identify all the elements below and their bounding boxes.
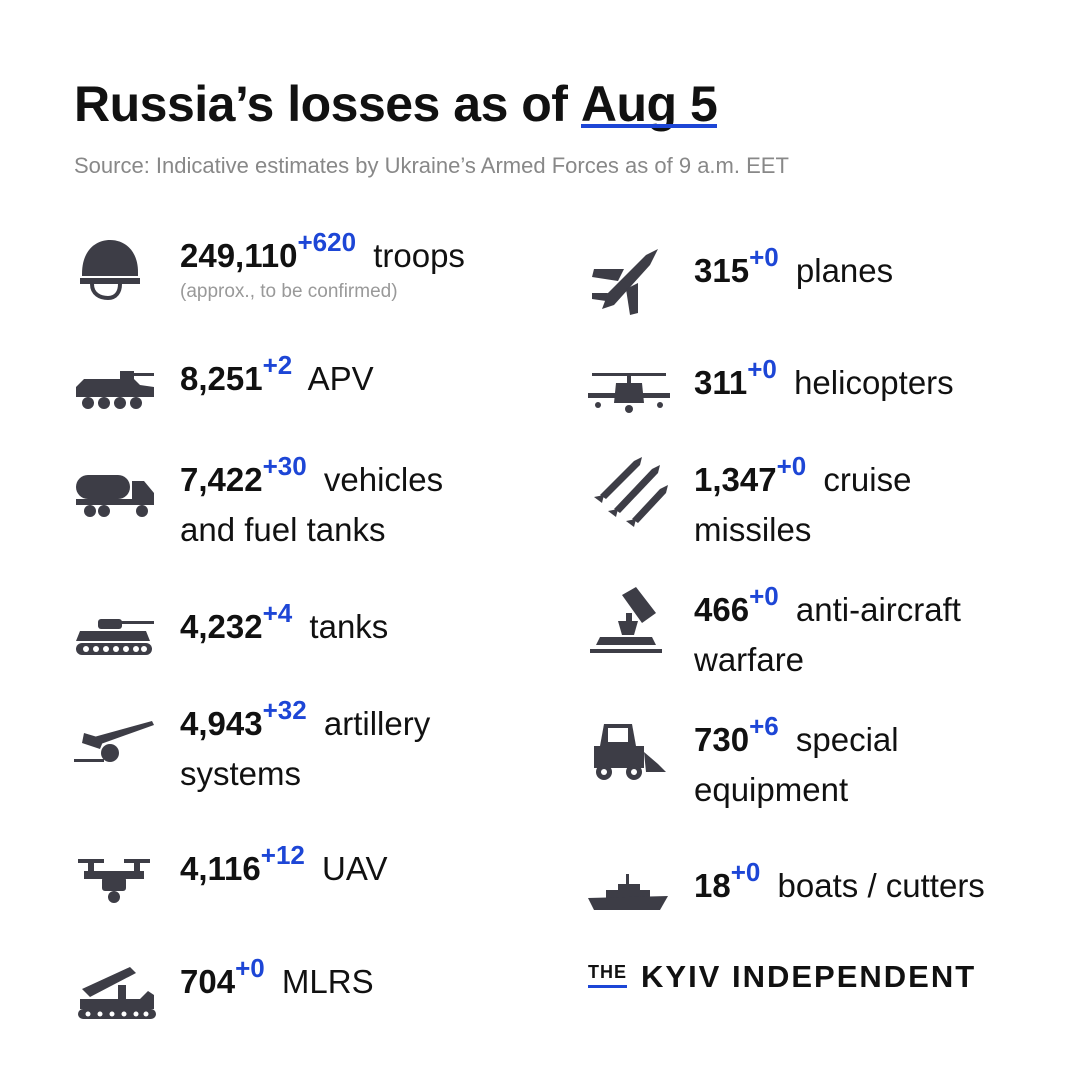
stat-label: artillery [323,705,431,742]
stat-delta: +12 [260,840,305,870]
ship-icon [588,862,670,932]
stat-delta: +0 [749,581,779,611]
stat-label-line2: warfare [694,641,805,678]
missiles-icon [588,456,670,527]
stat-delta: +0 [776,451,807,481]
drone-icon [74,845,156,915]
helmet-icon [74,232,156,302]
stat-label: vehicles [323,461,444,498]
stat-label: boats / cutters [777,867,985,904]
stat-value: 4,943 [180,705,263,742]
anti-aircraft-icon [588,586,670,656]
stat-label: APV [307,360,374,397]
stat-label: UAV [322,850,388,887]
mlrs-icon [74,958,156,1028]
stat-cruise-missiles: 1,347+0 cruise missiles [588,451,912,553]
brand-name: KYIV INDEPENDENT [641,959,977,994]
stat-value: 7,422 [180,461,263,498]
stat-value: 4,232 [180,608,263,645]
stat-troops: 249,110+620 troops (approx., to be confi… [74,227,465,302]
stat-delta: +30 [262,451,307,481]
stat-apv: 8,251+2 APV [74,350,374,425]
apv-icon [74,355,156,425]
stat-delta: +6 [749,711,779,741]
stat-special-equipment: 730+6 special equipment [588,711,899,813]
stat-anti-aircraft: 466+0 anti-aircraft warfare [588,581,961,683]
stat-note: (approx., to be confirmed) [180,281,398,302]
stat-delta: +2 [262,350,293,380]
stat-label: cruise [823,461,912,498]
stat-label-line2: and fuel tanks [180,511,386,548]
stat-value: 8,251 [180,360,263,397]
stat-label-line2: equipment [694,771,849,808]
stat-value: 466 [694,591,750,628]
loader-icon [588,716,670,786]
stat-label: MLRS [281,963,374,1000]
tank-icon [74,603,156,673]
title-main: Russia’s losses as of [74,76,568,132]
stat-label: anti-aircraft [795,591,961,628]
page-title: Russia’s losses as of Aug 5 [74,74,718,134]
stat-vehicles: 7,422+30 vehicles and fuel tanks [74,451,444,553]
stat-delta: +0 [730,857,761,887]
helicopter-icon [588,359,670,429]
stat-value: 730 [694,721,750,758]
title-date: Aug 5 [580,76,718,132]
source-note: Source: Indicative estimates by Ukraine’… [74,153,789,178]
stat-artillery: 4,943+32 artillery systems [74,695,431,797]
stat-value: 4,116 [180,850,261,887]
stat-tanks: 4,232+4 tanks [74,598,389,673]
stat-value: 315 [694,252,750,289]
stat-value: 311 [694,364,748,401]
stat-label-line2: missiles [694,511,812,548]
stat-value: 1,347 [694,461,777,498]
stat-uav: 4,116+12 UAV [74,840,388,915]
stat-label: helicopters [794,364,954,401]
stat-delta: +32 [262,695,307,725]
stat-value: 249,110 [180,237,298,274]
stat-label: tanks [309,608,389,645]
brand-logo: THE KYIV INDEPENDENT [588,960,976,994]
stat-mlrs: 704+0 MLRS [74,953,374,1028]
stat-delta: +0 [747,354,777,384]
stat-delta: +620 [297,227,357,257]
stat-delta: +0 [749,242,779,272]
stat-delta: +4 [262,598,293,628]
stat-value: 704 [180,963,236,1000]
stat-helicopters: 311+0 helicopters [588,354,954,429]
artillery-icon [74,700,156,770]
jet-icon [588,247,670,317]
stat-label: planes [795,252,894,289]
fuel-truck-icon [74,456,156,526]
stat-value: 18 [694,867,731,904]
stat-boats: 18+0 boats / cutters [588,857,985,932]
stat-delta: +0 [235,953,265,983]
stat-label-line2: systems [180,755,302,792]
stat-label: troops [373,237,465,274]
brand-the: THE [588,962,627,988]
stat-planes: 315+0 planes [588,242,894,317]
stat-label: special [795,721,899,758]
